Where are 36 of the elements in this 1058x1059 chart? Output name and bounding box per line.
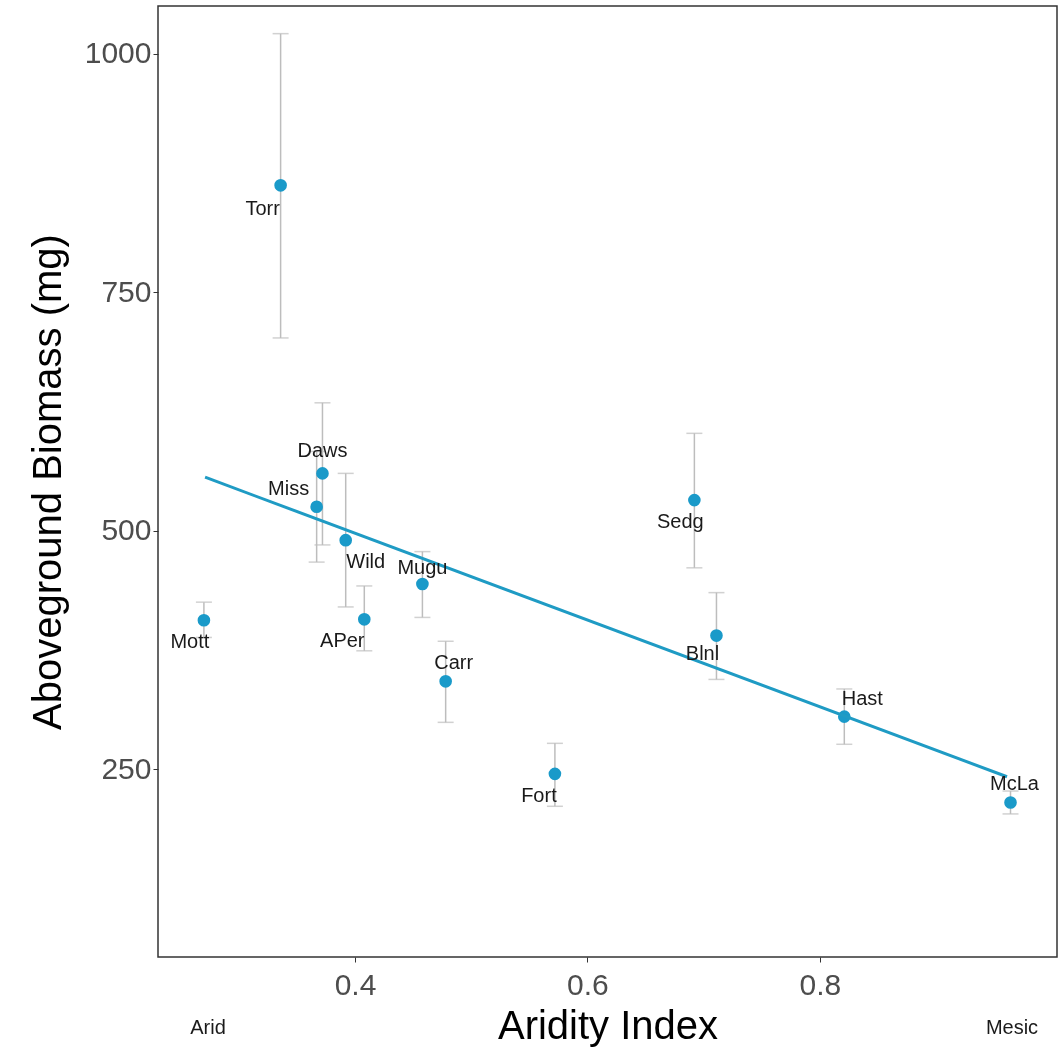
point <box>310 500 323 514</box>
x-tick-label: 0.8 <box>799 967 842 1001</box>
annotation: Wild <box>346 550 386 573</box>
text: Arid <box>190 1016 226 1038</box>
point <box>197 613 211 627</box>
y-axis-title: Aboveground Biomass (mg) <box>24 234 69 730</box>
x-tick-label: 0.4 <box>334 967 377 1001</box>
x-axis-title: Aridity Index <box>497 1002 719 1047</box>
annotation: Miss <box>268 476 310 499</box>
annotation: Torr <box>245 197 281 220</box>
point <box>316 467 329 480</box>
annotation: Sedg <box>657 510 704 533</box>
point <box>339 533 353 547</box>
point <box>439 675 452 688</box>
annotation: Mugu <box>397 556 448 579</box>
y-tick-label: 750 <box>101 274 152 308</box>
annotation: Hast <box>841 686 884 709</box>
point <box>1004 796 1017 809</box>
x-tick-label: 0.6 <box>567 967 609 1001</box>
y-tick-label: 1000 <box>84 36 152 70</box>
point <box>548 767 562 781</box>
point <box>274 179 287 192</box>
annotation: Blnl <box>685 641 720 664</box>
annotation: McLa <box>990 772 1040 795</box>
annotation: Mott <box>170 630 210 653</box>
point <box>688 493 701 507</box>
text: Mesic <box>985 1016 1039 1038</box>
y-tick-label: 250 <box>101 751 152 785</box>
annotation: Carr <box>434 651 474 674</box>
y-tick-label: 500 <box>101 513 152 547</box>
annotation: Fort <box>521 783 558 806</box>
point <box>710 629 723 642</box>
point <box>416 577 429 591</box>
annotation: APer <box>320 629 365 652</box>
annotation: Daws <box>297 439 348 462</box>
point <box>357 613 371 626</box>
